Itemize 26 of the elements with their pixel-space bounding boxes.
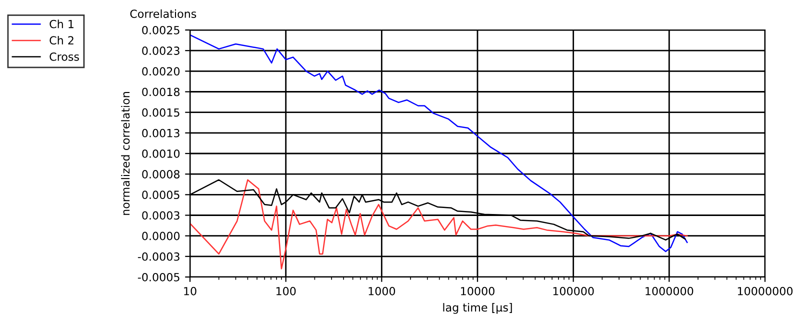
x-tick-label: 10	[184, 286, 196, 296]
y-tick-label: 0.0005	[142, 190, 180, 200]
y-tick-label: 0.0010	[142, 149, 180, 158]
y-tick-label: 0.0000	[142, 232, 180, 240]
x-tick-label: 100000	[553, 286, 594, 296]
legend-label: Ch 2	[50, 36, 74, 45]
x-axis-title: lag time [µs]	[443, 303, 512, 314]
y-tick-label: 0.0018	[142, 88, 180, 96]
y-axis-title: normalized correlation	[121, 92, 130, 215]
y-tick-label: -0.0003	[138, 252, 180, 261]
y-tick-label: 0.0025	[142, 26, 180, 34]
x-tick-label: 1000000	[646, 286, 694, 296]
y-tick-label: -0.0005	[138, 272, 180, 282]
y-tick-label: 0.0003	[142, 211, 180, 220]
y-tick-label: 0.0008	[142, 170, 180, 178]
x-tick-label: 1000	[368, 286, 396, 296]
y-tick-label: 0.0015	[142, 108, 180, 117]
y-tick-label: 0.0020	[142, 67, 180, 76]
x-tick-label: 10000000	[738, 286, 793, 296]
legend-label: Ch 1	[50, 20, 74, 28]
legend-label: Cross	[50, 52, 79, 61]
chart-title: Correlations	[130, 9, 196, 18]
y-tick-label: 0.0023	[142, 46, 180, 55]
x-tick-label: 100	[276, 286, 296, 296]
x-tick-label: 10000	[461, 286, 494, 296]
y-tick-label: 0.0013	[142, 128, 180, 138]
